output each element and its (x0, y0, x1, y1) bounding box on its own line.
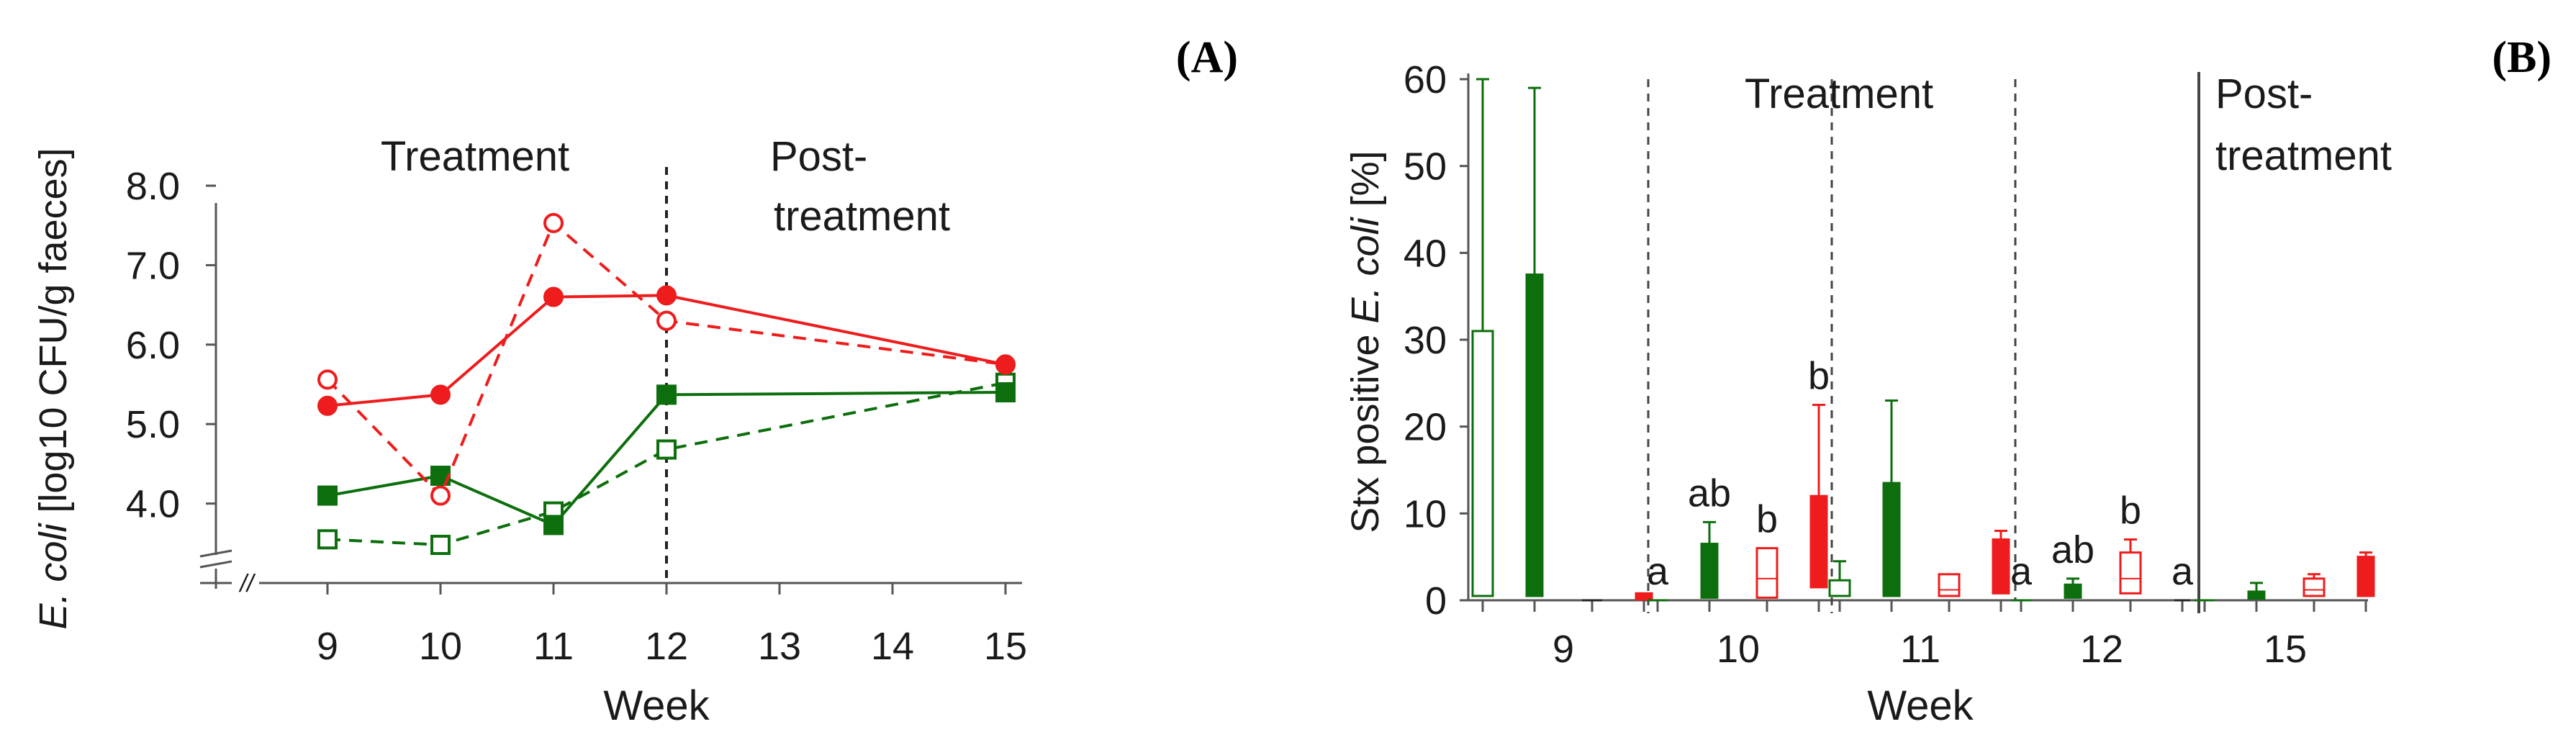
data-point (543, 515, 564, 536)
box (2247, 590, 2266, 600)
significance-letter: a (1647, 550, 1669, 593)
y-tick-label: 5.0 (126, 403, 180, 446)
significance-letter: a (2010, 550, 2033, 593)
x-tick-label: 11 (1900, 628, 1940, 671)
data-point (543, 286, 564, 307)
y-tick-label: 50 (1404, 145, 1447, 189)
data-point (317, 369, 338, 390)
box (1882, 482, 1901, 597)
y-tick-label: 20 (1404, 406, 1447, 449)
box (2064, 583, 2082, 599)
region-label-treatment: Treatment (1745, 71, 1933, 117)
y-tick-label: 4.0 (126, 483, 180, 526)
box (1755, 547, 1779, 599)
axis-break-mark (199, 549, 232, 558)
x-tick-label: 15 (984, 625, 1027, 668)
x-axis-title: Week (603, 682, 710, 729)
box (2119, 551, 2142, 595)
series-line-green-open (327, 381, 1006, 547)
box (1635, 592, 1653, 601)
panel-label-b: (B) (2492, 33, 2552, 82)
x-tick-label: 13 (758, 625, 801, 668)
region-label-post: Post- (2215, 71, 2313, 117)
significance-letter: ab (2051, 528, 2094, 571)
x-axis-title: Week (1867, 682, 1974, 729)
data-point (656, 310, 677, 331)
y-tick-label: 0 (1425, 579, 1447, 623)
box (1525, 274, 1544, 597)
data-point (656, 384, 677, 405)
box (2356, 556, 2375, 597)
x-tick-label: 12 (645, 625, 688, 668)
box (1471, 330, 1494, 597)
x-axis-break: // (239, 570, 256, 597)
data-point (995, 354, 1016, 375)
box (1828, 579, 1851, 597)
y-tick-label: 30 (1404, 319, 1447, 362)
data-point (543, 212, 564, 233)
y-tick-label: 60 (1404, 58, 1447, 101)
y-tick-label: 6.0 (126, 324, 180, 367)
panel-b-box-chart: 0 10 20 30 40 50 60 9 10 11 12 15 Week Stx positive E… (1344, 33, 2552, 729)
panel-a-line-chart: // 8.0 7.0 6.0 5.0 4.0 9 10 11 12 13 14 15 Week E. col… (32, 33, 1238, 729)
box (2302, 577, 2326, 597)
region-label-treatment: Treatment (381, 133, 569, 180)
region-label-post: Post- (770, 133, 867, 180)
axis-break-mark (199, 560, 232, 569)
y-axis-title: E. coli [log10 CFU/g faeces] (32, 148, 75, 629)
significance-letter: a (2171, 550, 2194, 593)
panel-label-a: (A) (1176, 33, 1238, 82)
y-tick-label: 8.0 (126, 165, 180, 208)
significance-letter: ab (1688, 471, 1731, 515)
x-tick-label: 12 (2080, 628, 2123, 671)
x-tick-label: 10 (419, 625, 462, 668)
data-point (995, 382, 1016, 403)
x-tick-label: 10 (1717, 628, 1760, 671)
data-point (656, 439, 677, 460)
data-point (317, 529, 338, 550)
data-point (430, 384, 451, 405)
data-point (317, 485, 338, 506)
significance-letter: b (2120, 489, 2141, 533)
data-point (430, 535, 451, 556)
region-label-post-2: treatment (2215, 132, 2392, 179)
box (1938, 573, 1961, 597)
x-tick-label: 11 (533, 625, 574, 668)
significance-letter: b (1808, 355, 1830, 398)
x-tick-label: 15 (2264, 628, 2307, 671)
x-tick-label: 9 (1553, 628, 1574, 671)
y-tick-label: 7.0 (126, 244, 180, 287)
box (1809, 494, 1828, 589)
data-point (430, 485, 451, 506)
box (1992, 538, 2010, 595)
x-tick-label: 9 (317, 625, 338, 668)
box (1700, 543, 1719, 599)
region-label-post-2: treatment (774, 193, 950, 240)
y-tick-label: 40 (1404, 232, 1447, 275)
y-tick-label: 10 (1404, 492, 1447, 536)
data-point (656, 285, 677, 306)
data-point (317, 395, 338, 416)
significance-letter: b (1756, 498, 1778, 541)
y-axis-title: Stx positive E. coli [%] (1344, 150, 1387, 533)
x-tick-label: 14 (871, 625, 914, 668)
